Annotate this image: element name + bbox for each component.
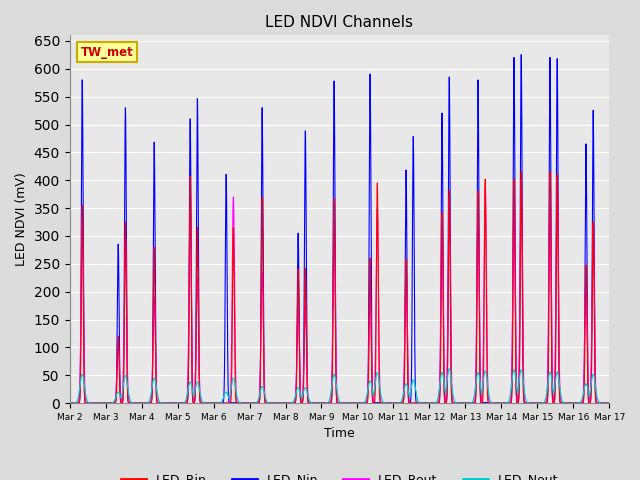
LED_Rin	[491, 400, 499, 406]
LED_Nout	[414, 397, 422, 403]
LED_Nout	[66, 400, 74, 406]
LED_Rout	[66, 400, 74, 406]
LED_Rout	[491, 400, 499, 406]
LED_Rin	[414, 400, 422, 406]
LED_Rin	[268, 400, 275, 406]
Title: LED NDVI Channels: LED NDVI Channels	[266, 15, 413, 30]
LED_Nin	[275, 400, 282, 406]
LED_Nout	[491, 400, 499, 406]
LED_Nin	[66, 400, 74, 406]
LED_Rout	[175, 400, 183, 406]
LED_Nout	[605, 400, 613, 406]
LED_Nin	[268, 400, 275, 406]
LED_Rout	[604, 400, 611, 406]
LED_Nin	[605, 400, 613, 406]
Text: TW_met: TW_met	[81, 46, 133, 59]
LED_Rin	[66, 400, 74, 406]
Line: LED_Nout: LED_Nout	[70, 369, 609, 403]
Legend: LED_Rin, LED_Nin, LED_Rout, LED_Nout: LED_Rin, LED_Nin, LED_Rout, LED_Nout	[116, 468, 563, 480]
Line: LED_Rin: LED_Rin	[70, 172, 609, 403]
LED_Rin	[381, 400, 389, 406]
Line: LED_Nin: LED_Nin	[70, 55, 609, 403]
LED_Nout	[181, 399, 189, 405]
LED_Rin	[605, 400, 613, 406]
LED_Rin	[175, 400, 183, 406]
LED_Nin	[175, 400, 183, 406]
LED_Nin	[181, 400, 189, 406]
LED_Nin	[491, 400, 499, 406]
LED_Nin	[604, 400, 611, 406]
Y-axis label: LED NDVI (mV): LED NDVI (mV)	[15, 172, 28, 266]
LED_Rout	[414, 400, 422, 406]
LED_Rin	[181, 400, 189, 406]
LED_Nout	[445, 366, 453, 372]
LED_Nout	[604, 400, 611, 406]
LED_Rout	[605, 400, 613, 406]
LED_Nout	[268, 400, 275, 406]
LED_Nout	[175, 400, 183, 406]
LED_Rout	[546, 174, 554, 180]
LED_Rin	[517, 169, 525, 175]
LED_Rin	[604, 400, 611, 406]
LED_Nin	[414, 400, 422, 406]
LED_Rout	[268, 400, 275, 406]
LED_Nout	[318, 400, 326, 406]
LED_Rout	[566, 400, 573, 406]
Line: LED_Rout: LED_Rout	[70, 177, 609, 403]
X-axis label: Time: Time	[324, 428, 355, 441]
LED_Nin	[517, 52, 525, 58]
LED_Rout	[181, 400, 189, 406]
